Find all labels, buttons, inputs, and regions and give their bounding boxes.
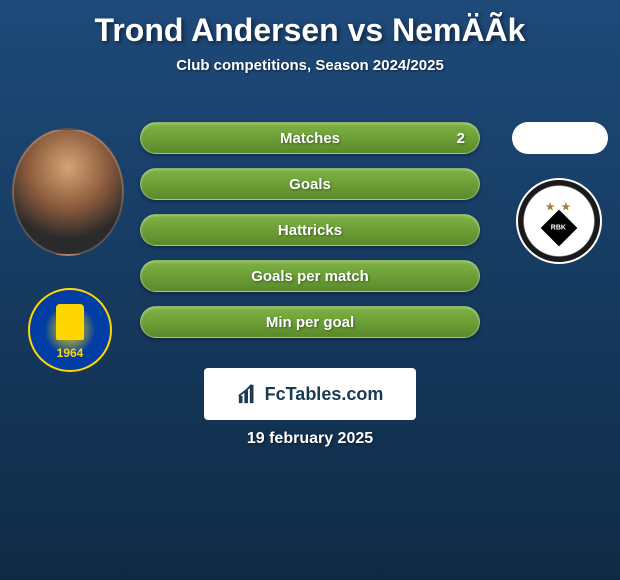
date-text: 19 february 2025 xyxy=(0,430,620,448)
club-left-year: 1964 xyxy=(57,346,84,360)
bars-icon xyxy=(237,383,259,405)
bar-label: Min per goal xyxy=(266,314,354,331)
bar-goals-per-match: Goals per match xyxy=(140,260,480,292)
bar-value: 2 xyxy=(457,130,465,147)
club-right-abbr: RBK xyxy=(551,224,566,231)
club-right-diamond: RBK xyxy=(541,209,578,246)
bar-label: Matches xyxy=(280,130,340,147)
club-right-badge: ★ ★ RBK xyxy=(516,178,602,264)
bar-matches: Matches 2 xyxy=(140,122,480,154)
club-left-badge: 1964 xyxy=(28,288,112,372)
footer-brand-badge: FcTables.com xyxy=(204,368,416,420)
bar-label: Hattricks xyxy=(278,222,342,239)
subtitle: Club competitions, Season 2024/2025 xyxy=(0,57,620,74)
bar-min-per-goal: Min per goal xyxy=(140,306,480,338)
page-title: Trond Andersen vs NemÄÃk xyxy=(0,0,620,49)
stat-bars: Matches 2 Goals Hattricks Goals per matc… xyxy=(140,122,480,338)
bar-label: Goals xyxy=(289,176,331,193)
bar-label: Goals per match xyxy=(251,268,369,285)
player-right-avatar xyxy=(512,122,608,154)
bar-hattricks: Hattricks xyxy=(140,214,480,246)
footer-brand-text: FcTables.com xyxy=(265,384,384,405)
player-left-avatar xyxy=(12,128,124,256)
bar-goals: Goals xyxy=(140,168,480,200)
